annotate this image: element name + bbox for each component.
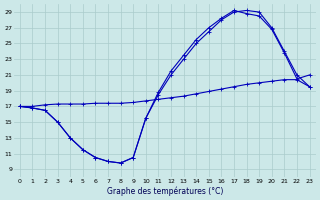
X-axis label: Graphe des températures (°C): Graphe des températures (°C) — [107, 186, 223, 196]
